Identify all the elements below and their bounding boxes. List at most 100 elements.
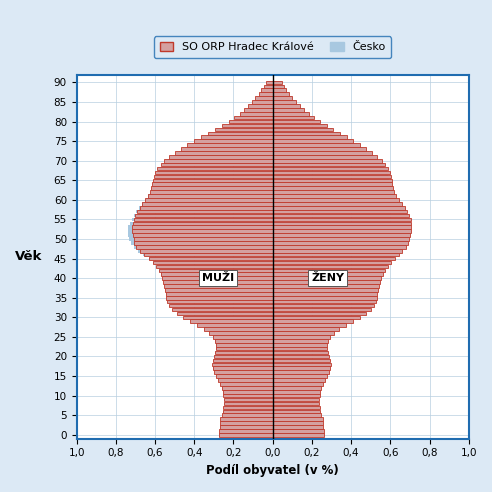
Bar	[138, 249, 273, 252]
Bar	[273, 429, 323, 432]
Bar	[273, 327, 339, 331]
Bar	[273, 229, 411, 233]
Bar	[273, 179, 392, 182]
Bar	[204, 327, 273, 331]
Bar	[216, 347, 273, 350]
Bar	[273, 147, 363, 151]
Bar	[273, 292, 376, 296]
Bar	[164, 280, 273, 284]
Bar	[185, 147, 273, 151]
Bar	[160, 163, 273, 166]
Bar	[266, 85, 273, 88]
Bar	[216, 343, 273, 346]
Bar	[253, 104, 273, 108]
Bar	[129, 237, 273, 241]
Bar	[273, 343, 327, 346]
Bar	[273, 96, 292, 100]
Bar	[273, 413, 320, 417]
Bar	[133, 237, 273, 241]
Bar	[273, 131, 338, 135]
Bar	[262, 92, 273, 96]
Bar	[194, 139, 273, 143]
Bar	[273, 217, 410, 221]
Bar	[273, 398, 319, 401]
Bar	[273, 123, 327, 127]
Bar	[273, 245, 405, 248]
Bar	[273, 89, 286, 92]
Bar	[209, 131, 273, 135]
Bar	[148, 194, 273, 198]
Bar	[273, 241, 407, 245]
Bar	[273, 155, 374, 158]
Bar	[218, 378, 273, 382]
Bar	[273, 378, 324, 382]
Bar	[273, 123, 325, 127]
Bar	[219, 429, 273, 432]
Bar	[273, 323, 345, 327]
Bar	[273, 335, 330, 338]
Bar	[273, 257, 394, 260]
Bar	[273, 311, 366, 315]
Bar	[273, 202, 400, 206]
Bar	[273, 127, 332, 131]
Bar	[273, 308, 370, 311]
Bar	[273, 355, 329, 358]
Bar	[273, 425, 323, 429]
Bar	[229, 120, 273, 123]
Bar	[273, 183, 392, 186]
Bar	[273, 367, 330, 370]
Bar	[221, 382, 273, 386]
Bar	[273, 167, 388, 170]
Bar	[273, 413, 321, 417]
Bar	[273, 163, 385, 166]
Bar	[142, 202, 273, 206]
Bar	[273, 233, 410, 237]
Bar	[273, 394, 319, 398]
Bar	[220, 425, 273, 429]
Bar	[166, 292, 273, 296]
Bar	[220, 429, 273, 432]
Bar	[175, 151, 273, 154]
Bar	[166, 292, 273, 296]
Bar	[170, 304, 273, 308]
Bar	[273, 304, 374, 308]
Bar	[273, 155, 377, 158]
Bar	[217, 374, 273, 378]
Bar	[273, 100, 296, 104]
Bar	[273, 269, 385, 272]
Bar	[273, 269, 384, 272]
Bar	[273, 308, 371, 311]
Bar	[215, 351, 273, 354]
Bar	[273, 116, 314, 120]
Bar	[152, 183, 273, 186]
Bar	[273, 409, 320, 413]
Bar	[149, 194, 273, 198]
Bar	[273, 245, 405, 248]
Bar	[273, 225, 411, 229]
Bar	[160, 167, 273, 170]
Bar	[220, 425, 273, 429]
Bar	[168, 159, 273, 162]
Bar	[273, 127, 333, 131]
Bar	[273, 429, 324, 432]
Bar	[273, 217, 410, 221]
Bar	[137, 210, 273, 214]
Bar	[273, 343, 327, 346]
Bar	[273, 374, 326, 378]
Bar	[273, 186, 390, 190]
Bar	[273, 273, 383, 276]
Bar	[273, 96, 292, 100]
Bar	[131, 217, 273, 221]
Bar	[245, 108, 273, 112]
Bar	[273, 198, 397, 202]
Bar	[273, 288, 378, 292]
Bar	[273, 347, 327, 350]
Bar	[273, 288, 377, 292]
Bar	[273, 382, 322, 386]
Bar	[273, 179, 389, 182]
Bar	[213, 359, 273, 362]
Bar	[273, 386, 321, 390]
Bar	[273, 390, 320, 394]
Bar	[273, 135, 347, 139]
Bar	[273, 378, 325, 382]
